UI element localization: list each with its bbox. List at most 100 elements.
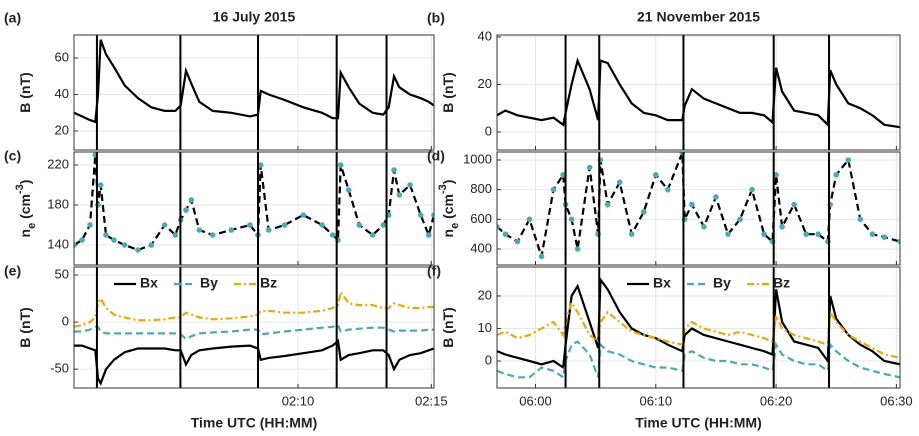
y-tick-label: 0 xyxy=(485,123,492,138)
y-label-part: e xyxy=(26,223,38,229)
y-axis-label: B (nT) xyxy=(440,307,456,347)
marker xyxy=(380,222,387,228)
marker xyxy=(502,231,509,237)
series-line xyxy=(74,338,434,386)
marker xyxy=(257,162,264,168)
marker xyxy=(640,209,647,215)
y-label-part: B (nT) xyxy=(17,72,33,112)
y-tick-label: 220 xyxy=(47,156,69,171)
x-axis-label: Time UTC (HH:MM) xyxy=(635,415,762,431)
marker xyxy=(526,216,533,223)
marker xyxy=(97,182,104,188)
marker xyxy=(761,231,767,237)
y-label-part: n xyxy=(440,229,456,238)
marker xyxy=(247,222,253,228)
marker xyxy=(791,201,797,208)
marker xyxy=(209,232,216,238)
marker xyxy=(329,232,336,238)
marker xyxy=(833,172,840,178)
plot-area xyxy=(74,39,434,124)
y-label-part: (cm xyxy=(440,194,456,223)
panel-title: 16 July 2015 xyxy=(213,9,296,25)
panel-label: (c) xyxy=(4,148,21,164)
x-tick-label: 02:15 xyxy=(415,393,448,408)
marker xyxy=(121,242,128,248)
marker xyxy=(574,246,581,252)
marker xyxy=(356,222,363,228)
legend-label: By xyxy=(200,275,218,291)
panel-title: 21 November 2015 xyxy=(637,9,760,25)
marker xyxy=(103,232,109,238)
marker xyxy=(689,201,695,208)
marker xyxy=(869,231,876,237)
marker xyxy=(87,222,93,228)
y-tick-label: 0 xyxy=(62,314,69,329)
axes-box xyxy=(73,34,435,151)
y-label-part: -3 xyxy=(437,184,449,194)
marker xyxy=(337,162,344,168)
marker xyxy=(568,216,575,223)
marker xyxy=(319,222,325,228)
panel-label: (b) xyxy=(427,10,445,26)
y-label-part: e xyxy=(449,223,461,229)
marker xyxy=(172,232,179,238)
series-line xyxy=(497,340,900,380)
series-line xyxy=(497,299,900,359)
marker xyxy=(407,182,413,188)
panel-label: (e) xyxy=(4,263,21,279)
marker xyxy=(773,172,779,178)
marker xyxy=(148,242,155,248)
y-axis-label: B (nT) xyxy=(440,72,456,112)
marker xyxy=(538,253,545,260)
marker xyxy=(188,197,195,203)
marker xyxy=(652,172,659,178)
y-label-part: B (nT) xyxy=(440,72,456,112)
marker xyxy=(665,186,671,193)
series-line xyxy=(74,39,434,124)
axes-box xyxy=(496,266,901,389)
marker xyxy=(881,234,888,240)
panel-label: (d) xyxy=(427,148,445,164)
marker xyxy=(417,212,424,218)
y-axis-label: B (nT) xyxy=(17,72,33,112)
x-tick-label: 06:20 xyxy=(760,393,793,408)
y-tick-label: 800 xyxy=(470,181,492,196)
y-tick-label: 20 xyxy=(478,287,492,302)
legend-label: Bx xyxy=(653,275,671,291)
marker xyxy=(701,223,707,230)
marker xyxy=(265,227,272,233)
y-label-part: ) xyxy=(440,180,456,185)
plot-area xyxy=(497,152,900,260)
marker xyxy=(857,216,864,223)
marker xyxy=(111,237,117,243)
marker xyxy=(183,207,189,213)
y-label-part: B (nT) xyxy=(17,307,33,347)
marker xyxy=(74,242,77,248)
marker xyxy=(300,212,307,218)
marker xyxy=(725,231,731,237)
marker xyxy=(628,231,635,237)
marker xyxy=(737,216,743,223)
marker xyxy=(560,172,566,178)
legend-label: Bz xyxy=(260,275,277,291)
axes-box xyxy=(496,151,901,266)
series-line xyxy=(497,57,900,129)
panel-label: (f) xyxy=(427,263,441,279)
marker xyxy=(586,164,593,171)
marker xyxy=(779,223,785,230)
marker xyxy=(845,157,852,163)
x-axis-label: Time UTC (HH:MM) xyxy=(191,415,318,431)
plot-area xyxy=(74,152,434,253)
x-tick-label: 06:30 xyxy=(880,393,913,408)
y-tick-label: 20 xyxy=(478,76,492,91)
y-tick-label: 20 xyxy=(55,122,69,137)
y-tick-label: 400 xyxy=(470,240,492,255)
marker xyxy=(815,231,821,237)
y-label-part: -3 xyxy=(14,184,26,194)
axes-box xyxy=(73,266,435,389)
y-label-part: n xyxy=(17,229,33,238)
y-tick-label: 60 xyxy=(55,49,69,64)
y-tick-label: 0 xyxy=(485,352,492,367)
y-axis-label: B (nT) xyxy=(17,307,33,347)
marker xyxy=(897,238,900,245)
